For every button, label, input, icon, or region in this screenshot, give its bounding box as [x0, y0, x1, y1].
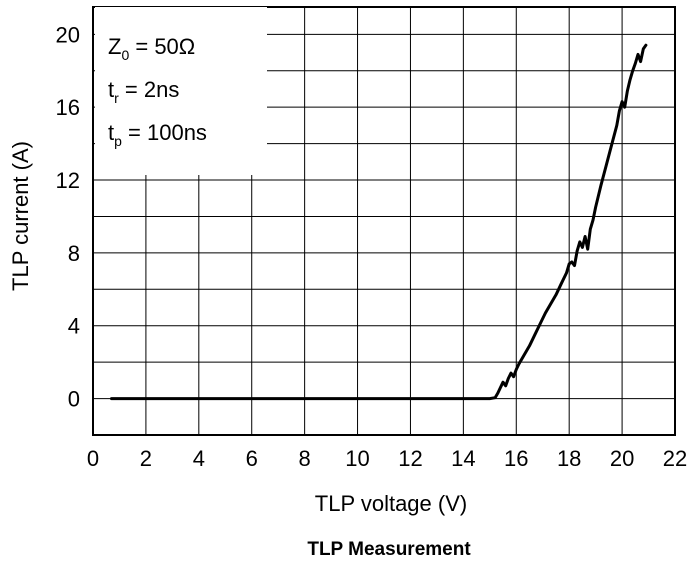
x-tick-label: 18: [557, 446, 581, 471]
y-tick-label: 16: [56, 95, 80, 120]
chart-caption: TLP Measurement: [307, 539, 471, 560]
parameter-box: [95, 7, 267, 175]
x-tick-label: 16: [504, 446, 528, 471]
x-tick-label: 10: [345, 446, 369, 471]
x-tick-label: 6: [246, 446, 258, 471]
plot-border: [92, 6, 676, 436]
plot-area: [110, 43, 648, 401]
z0-parameter: Z0 = 50Ω: [108, 34, 195, 63]
x-tick-label: 4: [193, 446, 205, 471]
y-tick-label: 8: [68, 241, 80, 266]
y-tick-label: 0: [68, 387, 80, 412]
tlp-iv-curve: [110, 43, 648, 401]
x-tick-label: 14: [451, 446, 475, 471]
x-axis-title: TLP voltage (V): [315, 491, 467, 516]
rise-time-parameter: tr = 2ns: [108, 77, 179, 106]
x-tick-label: 20: [610, 446, 634, 471]
y-tick-label: 12: [56, 168, 80, 193]
tick-labels: 0 2 4 6 8 10 12 14 16 18 20 22 0 4 8 12 16 20: [56, 22, 688, 471]
x-tick-label: 0: [87, 446, 99, 471]
y-tick-label: 4: [68, 314, 80, 339]
x-tick-label: 22: [663, 446, 687, 471]
x-tick-label: 2: [140, 446, 152, 471]
y-tick-label: 20: [56, 22, 80, 47]
plot-frame: [92, 6, 676, 436]
pulse-width-parameter: tp = 100ns: [108, 120, 207, 149]
x-tick-label: 12: [398, 446, 422, 471]
y-axis-title: TLP current (A): [8, 141, 33, 291]
x-tick-label: 8: [299, 446, 311, 471]
